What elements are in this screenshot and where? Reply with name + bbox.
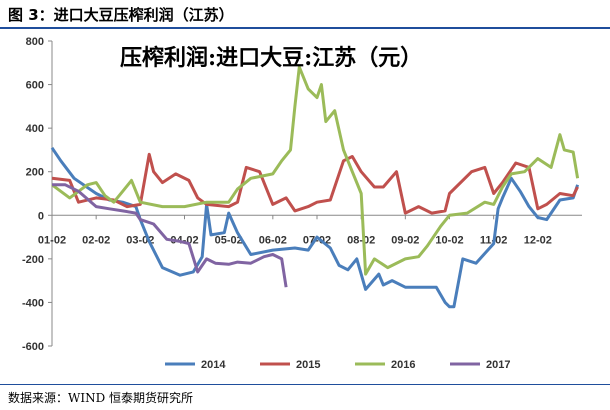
- x-tick-label: 12-02: [524, 234, 552, 246]
- y-tick-label: -400: [22, 297, 44, 309]
- x-tick-label: 09-02: [391, 234, 419, 246]
- y-tick-label: -200: [22, 254, 44, 266]
- x-tick-label: 10-02: [435, 234, 463, 246]
- figure-title: 图 3：进口大豆压榨利润（江苏）: [8, 6, 234, 24]
- x-tick-label: 04-02: [170, 234, 198, 246]
- series-line-2015: [51, 152, 579, 215]
- source-note: 数据来源：WIND 恒泰期货研究所: [8, 391, 194, 405]
- series-line-2014: [50, 146, 580, 309]
- legend-label: 2017: [486, 359, 510, 371]
- chart-title: 压榨利润:进口大豆:江苏（元）: [120, 45, 422, 71]
- x-tick-label: 02-02: [82, 234, 110, 246]
- legend-label: 2016: [391, 359, 415, 371]
- legend-label: 2014: [201, 359, 226, 371]
- legend-label: 2015: [296, 359, 320, 371]
- y-tick-label: 800: [26, 36, 44, 48]
- y-tick-label: 0: [38, 210, 44, 222]
- x-tick-label: 08-02: [347, 234, 375, 246]
- footer-divider: [0, 384, 610, 385]
- x-tick-label: 06-02: [259, 234, 287, 246]
- x-tick-label: 05-02: [215, 234, 243, 246]
- y-tick-label: 200: [26, 167, 44, 179]
- series-line-2016: [51, 65, 580, 276]
- legend-item-2014: 2014: [165, 359, 226, 371]
- legend: 2014 2015 2016 2017: [165, 359, 510, 371]
- legend-item-2016: 2016: [355, 359, 415, 371]
- legend-item-2015: 2015: [260, 359, 320, 371]
- series-line-2017: [52, 183, 288, 288]
- y-tick-label: 600: [26, 80, 44, 92]
- x-tick-label: 01-02: [38, 234, 66, 246]
- y-tick-label: 400: [26, 123, 44, 135]
- legend-item-2017: 2017: [450, 359, 510, 371]
- series-group: [50, 65, 580, 309]
- y-tick-label: -600: [22, 341, 44, 353]
- figure-header: 图 3：进口大豆压榨利润（江苏）: [0, 0, 610, 29]
